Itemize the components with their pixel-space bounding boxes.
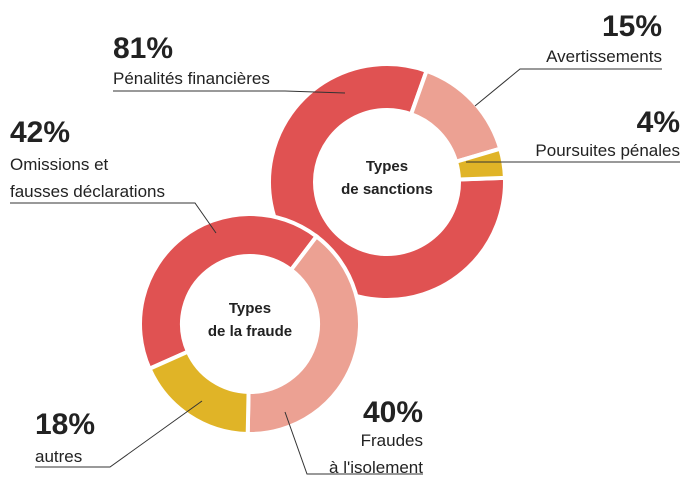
leader-line bbox=[113, 90, 346, 94]
donut-segment bbox=[245, 233, 362, 436]
leader-line bbox=[474, 68, 662, 107]
donut-segment bbox=[138, 212, 320, 372]
percent-label: 81% bbox=[113, 32, 173, 65]
center-label: Types bbox=[366, 158, 408, 175]
center-label: de sanctions bbox=[341, 181, 433, 198]
category-label: Pénalités financières bbox=[113, 69, 270, 88]
category-label: autres bbox=[35, 447, 82, 466]
donut-segment bbox=[408, 68, 503, 165]
category-label: Poursuites pénales bbox=[535, 141, 680, 160]
percent-label: 4% bbox=[637, 106, 680, 139]
leader-line bbox=[10, 202, 217, 234]
percent-label: 40% bbox=[363, 396, 423, 429]
donut-segment bbox=[453, 146, 507, 182]
category-label: Avertissements bbox=[546, 47, 662, 66]
donut-segment bbox=[146, 349, 251, 437]
percent-label: 15% bbox=[602, 10, 662, 43]
donut-segment bbox=[267, 62, 507, 302]
category-label: Fraudes bbox=[361, 431, 423, 450]
percent-label: 42% bbox=[10, 116, 70, 149]
leader-line bbox=[284, 411, 423, 475]
center-label: de la fraude bbox=[208, 323, 292, 340]
category-label: à l'isolement bbox=[329, 458, 423, 477]
category-label: fausses déclarations bbox=[10, 182, 165, 201]
percent-label: 18% bbox=[35, 408, 95, 441]
center-label: Types bbox=[229, 300, 271, 317]
category-label: Omissions et bbox=[10, 155, 109, 174]
leader-line bbox=[35, 400, 203, 468]
